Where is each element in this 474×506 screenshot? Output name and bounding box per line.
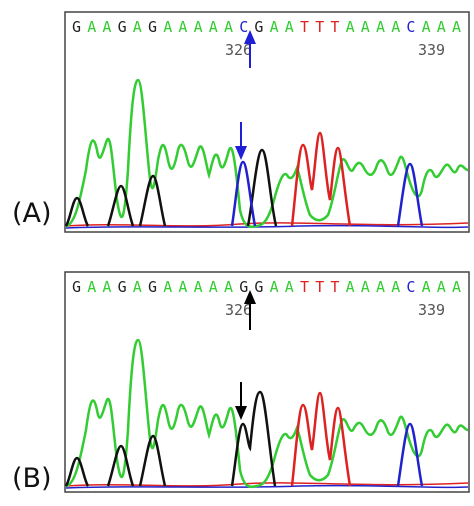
sequence-base: A	[194, 278, 203, 296]
sequence-base: T	[330, 18, 339, 36]
sequence-base: A	[422, 18, 431, 36]
sequence-base: T	[300, 18, 309, 36]
sequence-base: G	[148, 278, 157, 296]
sequence-base: A	[163, 18, 172, 36]
sequence-base: A	[376, 278, 385, 296]
sequence-base: A	[452, 278, 461, 296]
sequence-base: A	[270, 18, 279, 36]
sequence-base: T	[300, 278, 309, 296]
sequence-base: A	[346, 278, 355, 296]
sequence-base: G	[118, 278, 127, 296]
sequence-base: A	[224, 278, 233, 296]
sequence-base: G	[72, 18, 81, 36]
panel-a-position-326: 326	[225, 41, 252, 59]
sequence-base: T	[315, 278, 324, 296]
panel-a-traces	[64, 78, 469, 229]
sequence-base: G	[254, 18, 263, 36]
panel-b-arrowed-peak	[230, 390, 277, 487]
sequence-base: C	[239, 18, 248, 36]
panel-a-label: (A)	[12, 198, 52, 229]
panel-a-position-339: 339	[418, 41, 445, 59]
sequence-base: A	[133, 278, 142, 296]
sequence-base: A	[163, 278, 172, 296]
sequence-base: A	[209, 18, 218, 36]
sequence-base: A	[437, 278, 446, 296]
sequence-base: A	[102, 18, 111, 36]
sequence-base: A	[452, 18, 461, 36]
sequence-base: A	[346, 18, 355, 36]
sequence-base: A	[224, 18, 233, 36]
sequence-base: G	[148, 18, 157, 36]
sequence-base: A	[133, 18, 142, 36]
sequence-base: A	[87, 18, 96, 36]
sequence-base: A	[87, 278, 96, 296]
sequence-base: A	[391, 18, 400, 36]
sequence-base: A	[102, 278, 111, 296]
sequence-base: A	[194, 18, 203, 36]
panel-b-label: (B)	[12, 463, 52, 494]
sequence-base: A	[285, 278, 294, 296]
panel-a-arrowed-peak	[230, 160, 257, 227]
panel-b-traces	[64, 338, 469, 489]
panel-b-position-339: 339	[418, 301, 445, 319]
panel-b-peak-arrow	[235, 382, 247, 420]
panel-a-peak-arrow	[235, 122, 247, 160]
sequence-base: A	[361, 18, 370, 36]
sequence-base: A	[178, 278, 187, 296]
sequence-base: A	[178, 18, 187, 36]
panel-a-sequence-arrow	[244, 30, 256, 68]
sequence-base: T	[315, 18, 324, 36]
sequence-base: A	[422, 278, 431, 296]
sequence-base: A	[376, 18, 385, 36]
sequence-base: G	[239, 278, 248, 296]
sequence-base: G	[118, 18, 127, 36]
sequence-base: C	[406, 278, 415, 296]
sequence-base: C	[406, 18, 415, 36]
panel-b-sequence-arrow	[244, 290, 256, 330]
sequence-base: G	[72, 278, 81, 296]
sequence-base: A	[361, 278, 370, 296]
sequence-base: A	[285, 18, 294, 36]
sequence-base: A	[209, 278, 218, 296]
sequence-base: A	[270, 278, 279, 296]
sequence-base: A	[437, 18, 446, 36]
sequence-base: A	[391, 278, 400, 296]
panel-b-position-326: 326	[225, 301, 252, 319]
sequence-base: T	[330, 278, 339, 296]
sequence-base: G	[254, 278, 263, 296]
